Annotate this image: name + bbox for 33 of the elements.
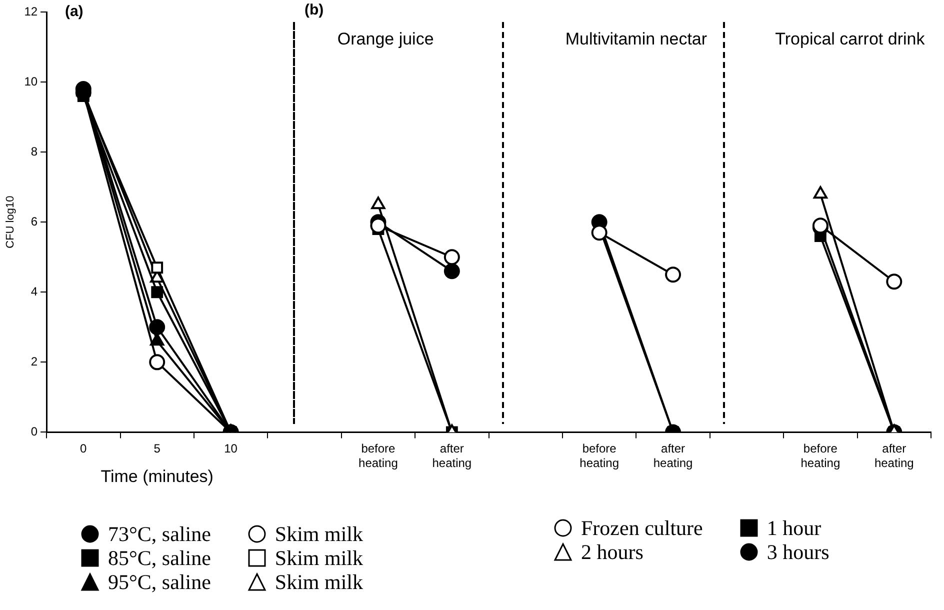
legend-label: Skim milk bbox=[274, 570, 363, 594]
legend-label: 1 hour bbox=[766, 516, 822, 540]
y-tick-label: 0 bbox=[30, 424, 38, 439]
annotation: Tropical carrot drink bbox=[775, 30, 926, 49]
legend-label: Skim milk bbox=[274, 522, 363, 546]
annotation: Multivitamin nectar bbox=[565, 30, 708, 49]
x-axis-title: Time (minutes) bbox=[100, 466, 214, 486]
x-tick-label: 5 bbox=[154, 442, 161, 456]
x-tick-label: 10 bbox=[224, 442, 238, 456]
legend-label: 73°C, saline bbox=[108, 522, 211, 546]
y-axis-title: CFU log10 bbox=[4, 196, 17, 248]
x-tick-label: before heating bbox=[580, 442, 620, 470]
annotation: (a) bbox=[64, 3, 84, 20]
x-tick-label: before heating bbox=[358, 442, 398, 470]
y-tick-label: 6 bbox=[30, 214, 38, 228]
y-tick-label: 10 bbox=[24, 74, 38, 88]
legend-label: Frozen culture bbox=[581, 516, 703, 540]
y-tick-label: 12 bbox=[24, 4, 38, 18]
x-tick-label: after heating bbox=[653, 442, 693, 470]
y-tick-label: 2 bbox=[30, 354, 38, 368]
y-tick-label: 8 bbox=[30, 144, 38, 158]
x-tick-label: after heating bbox=[432, 442, 472, 470]
legend-label: 85°C, saline bbox=[108, 546, 211, 570]
x-tick-label: after heating bbox=[874, 442, 914, 470]
annotation: Orange juice bbox=[337, 30, 434, 49]
x-tick-label: 0 bbox=[80, 442, 88, 456]
annotation: (b) bbox=[304, 1, 324, 18]
legend-label: 95°C, saline bbox=[108, 570, 211, 594]
legend-label: 2 hours bbox=[581, 540, 644, 564]
x-tick-label: before heating bbox=[800, 442, 840, 470]
y-tick-label: 4 bbox=[30, 284, 38, 298]
legend-label: 3 hours bbox=[766, 540, 830, 564]
legend-label: Skim milk bbox=[274, 546, 363, 570]
